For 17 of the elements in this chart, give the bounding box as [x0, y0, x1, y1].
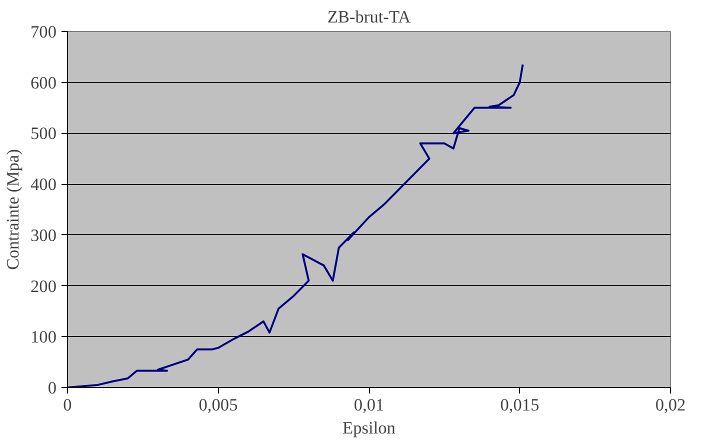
y-tick-label: 100	[30, 328, 57, 347]
y-tick-label: 200	[30, 276, 57, 296]
chart-title: ZB-brut-TA	[327, 8, 412, 26]
y-tick-label: 400	[30, 175, 57, 194]
line-series	[68, 64, 524, 388]
x-tick-label: 0	[63, 396, 72, 414]
y-tick-label: 300	[30, 226, 57, 245]
y-tick-label: 500	[30, 124, 57, 144]
y-tick-label: 0	[48, 378, 57, 398]
y-tick-label: 600	[30, 73, 57, 92]
y-tick-label: 700	[30, 22, 57, 42]
x-tick-label: 0,02	[655, 396, 686, 414]
x-axis-title: Epsilon	[342, 418, 396, 438]
x-tick-label: 0,015	[500, 396, 540, 414]
x-tick-label: 0,005	[198, 396, 238, 414]
y-axis-title: Contrainte (Mpa)	[4, 148, 23, 270]
x-tick-label: 0,01	[354, 396, 384, 414]
